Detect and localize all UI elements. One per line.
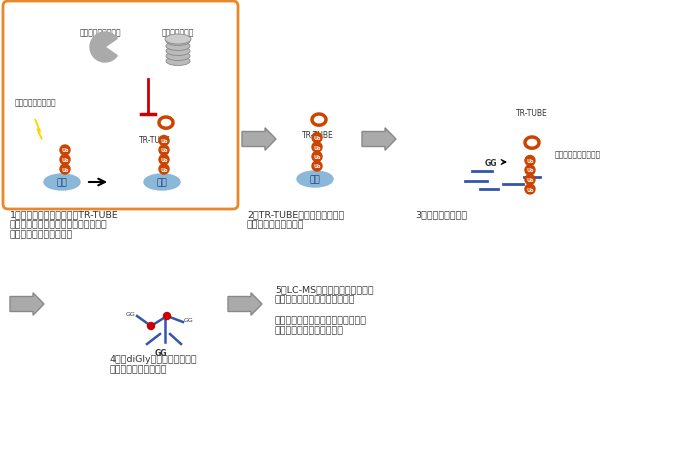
Circle shape <box>159 136 169 146</box>
Text: ユビキチンリガーゼ: ユビキチンリガーゼ <box>15 98 57 107</box>
Text: Ub: Ub <box>526 168 533 173</box>
Circle shape <box>159 146 169 156</box>
Text: 2．TR-TUBEを用いたユビキチ
ン化基質の分離・濃縮: 2．TR-TUBEを用いたユビキチ ン化基質の分離・濃縮 <box>247 210 344 229</box>
Text: Ub: Ub <box>160 167 168 172</box>
Circle shape <box>159 165 169 174</box>
Circle shape <box>164 313 171 320</box>
Text: 4．抗diGly抗体によるユビキ
チン化ペプチドの精製: 4．抗diGly抗体によるユビキ チン化ペプチドの精製 <box>110 354 197 374</box>
Text: プロテアソーム: プロテアソーム <box>162 28 194 37</box>
Text: 5．LC-MSによるユビキチン化基
質、ユビキチン化サイトの同定

（ユビキチンリガーゼ発現の有無で
変化するペプチドの同定）: 5．LC-MSによるユビキチン化基 質、ユビキチン化サイトの同定 （ユビキチンリ… <box>275 285 374 335</box>
Text: GG: GG <box>184 318 194 323</box>
Circle shape <box>60 155 70 165</box>
Ellipse shape <box>166 47 190 56</box>
Text: Ub: Ub <box>160 148 168 153</box>
Ellipse shape <box>297 172 333 188</box>
FancyArrow shape <box>10 293 44 316</box>
Text: Ub: Ub <box>314 145 321 150</box>
Ellipse shape <box>166 52 190 62</box>
Circle shape <box>525 185 535 195</box>
Text: Ub: Ub <box>526 159 533 164</box>
Text: Ub: Ub <box>62 167 69 172</box>
FancyArrow shape <box>362 129 396 151</box>
Text: 1．ユビキチンリガーゼとTR-TUBE
を細胞内に発現させることでユビキチ
ン化基質を安定化させる: 1．ユビキチンリガーゼとTR-TUBE を細胞内に発現させることでユビキチ ン化… <box>10 210 119 239</box>
Text: ユビキチン化ペプチド: ユビキチン化ペプチド <box>555 150 601 159</box>
Circle shape <box>159 155 169 165</box>
Circle shape <box>60 165 70 174</box>
Text: Ub: Ub <box>62 157 69 162</box>
Text: 基質: 基質 <box>57 178 67 187</box>
Text: TR-TUBE: TR-TUBE <box>302 131 334 140</box>
Ellipse shape <box>165 35 191 45</box>
Circle shape <box>525 166 535 176</box>
Text: GG: GG <box>155 348 167 357</box>
Text: Ub: Ub <box>62 148 69 153</box>
Circle shape <box>312 152 322 162</box>
Text: TR-TUBE: TR-TUBE <box>139 136 171 145</box>
Text: TR-TUBE: TR-TUBE <box>516 109 548 118</box>
Ellipse shape <box>166 42 190 51</box>
Circle shape <box>312 162 322 172</box>
Text: Ub: Ub <box>526 178 533 183</box>
Text: GG: GG <box>484 158 497 167</box>
Text: Ub: Ub <box>160 157 168 162</box>
FancyBboxPatch shape <box>3 2 238 210</box>
Circle shape <box>525 175 535 185</box>
Circle shape <box>60 146 70 156</box>
Ellipse shape <box>144 174 180 190</box>
FancyArrow shape <box>228 293 262 316</box>
Text: Ub: Ub <box>314 164 321 169</box>
Ellipse shape <box>44 174 80 190</box>
FancyArrow shape <box>242 129 276 151</box>
Circle shape <box>312 133 322 143</box>
Text: 基質: 基質 <box>309 175 321 184</box>
Text: Ub: Ub <box>526 187 533 192</box>
Text: 3．トリプシン消化: 3．トリプシン消化 <box>415 210 467 218</box>
Text: Ub: Ub <box>160 139 168 144</box>
Polygon shape <box>35 120 42 140</box>
Text: GG: GG <box>125 312 135 317</box>
Circle shape <box>148 323 155 330</box>
Text: Ub: Ub <box>314 155 321 160</box>
Ellipse shape <box>166 38 190 46</box>
Text: 脱ユビキチン化酵素: 脱ユビキチン化酵素 <box>79 28 121 37</box>
Ellipse shape <box>166 57 190 67</box>
Text: Ub: Ub <box>314 136 321 141</box>
Text: 基質: 基質 <box>157 178 167 187</box>
Circle shape <box>525 156 535 166</box>
Circle shape <box>312 143 322 153</box>
Wedge shape <box>90 33 118 63</box>
